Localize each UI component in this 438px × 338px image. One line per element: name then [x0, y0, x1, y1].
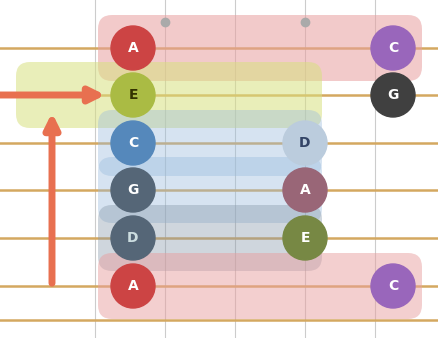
FancyBboxPatch shape [98, 15, 422, 81]
Circle shape [283, 168, 327, 212]
Circle shape [283, 216, 327, 260]
Circle shape [111, 216, 155, 260]
Circle shape [111, 26, 155, 70]
FancyBboxPatch shape [16, 62, 322, 128]
Circle shape [111, 73, 155, 117]
Text: D: D [299, 136, 311, 150]
Circle shape [371, 73, 415, 117]
Text: A: A [127, 41, 138, 55]
Text: D: D [127, 231, 139, 245]
Text: A: A [127, 279, 138, 293]
Circle shape [371, 26, 415, 70]
Circle shape [111, 264, 155, 308]
FancyBboxPatch shape [98, 157, 322, 223]
Circle shape [283, 121, 327, 165]
Text: E: E [128, 88, 138, 102]
FancyBboxPatch shape [98, 253, 422, 319]
FancyBboxPatch shape [98, 110, 322, 176]
Text: C: C [128, 136, 138, 150]
Text: G: G [127, 183, 139, 197]
Circle shape [371, 264, 415, 308]
Text: G: G [387, 88, 399, 102]
Text: A: A [300, 183, 311, 197]
Text: E: E [300, 231, 310, 245]
Circle shape [111, 121, 155, 165]
Circle shape [111, 168, 155, 212]
FancyBboxPatch shape [98, 205, 322, 271]
Text: C: C [388, 279, 398, 293]
Text: C: C [388, 41, 398, 55]
